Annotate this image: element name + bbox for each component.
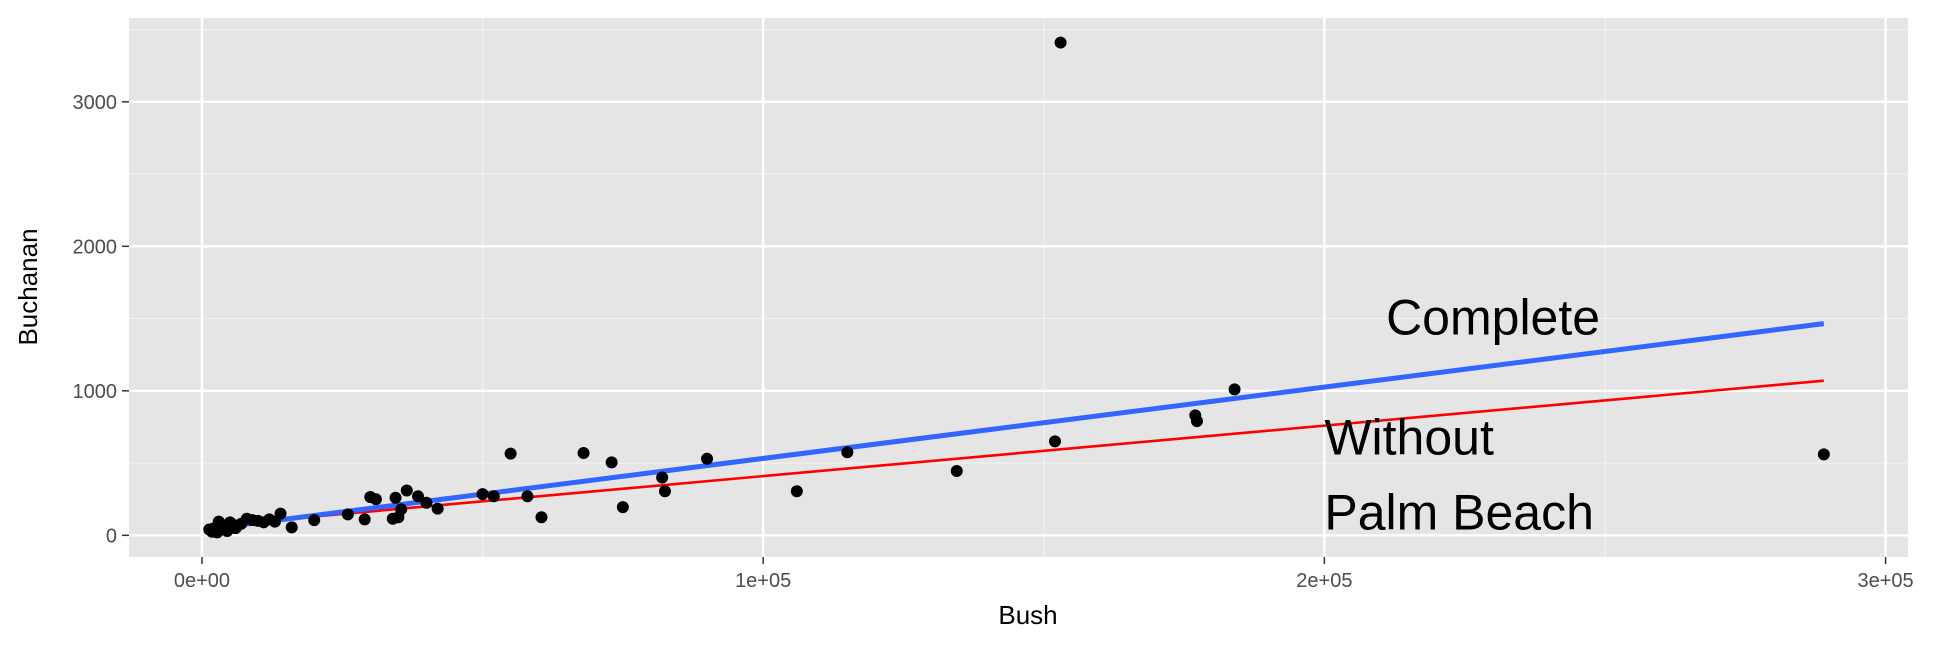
y-tick-label: 3000 [73, 92, 118, 114]
data-point [950, 465, 963, 478]
minor-gridlines [129, 18, 1908, 557]
data-point [420, 496, 433, 509]
data-point [395, 503, 408, 516]
x-tick-label: 2e+05 [1296, 570, 1352, 592]
annotation-label: Complete [1386, 289, 1600, 345]
data-point [400, 484, 413, 497]
data-point [358, 513, 371, 526]
data-point [577, 446, 590, 459]
y-tick-label: 1000 [73, 381, 118, 403]
data-point [1190, 415, 1203, 428]
data-point [521, 490, 534, 503]
data-point [389, 491, 402, 504]
annotation-label: Palm Beach [1324, 485, 1594, 541]
y-axis-title: Buchanan [13, 228, 43, 345]
data-points [203, 36, 1830, 539]
x-tick-label: 0e+00 [174, 570, 230, 592]
data-point [701, 452, 714, 465]
data-point [476, 488, 489, 501]
data-point [841, 446, 854, 459]
y-tick-label: 0 [106, 525, 117, 547]
data-point [1054, 36, 1067, 49]
x-tick-label: 3e+05 [1857, 570, 1913, 592]
data-point [790, 485, 803, 498]
data-point [341, 508, 354, 521]
y-axis: 0 1000 2000 3000 [73, 92, 129, 547]
data-point [535, 511, 548, 524]
annotations: Complete Without Palm Beach [1324, 289, 1600, 540]
x-axis-title: Bush [998, 600, 1057, 630]
data-point [1228, 383, 1241, 396]
data-point [369, 493, 382, 506]
x-tick-label: 1e+05 [735, 570, 791, 592]
y-tick-label: 2000 [73, 236, 118, 258]
data-point [605, 456, 618, 469]
data-point [412, 490, 425, 503]
data-point [274, 507, 287, 520]
data-point [658, 485, 671, 498]
data-point [616, 501, 629, 514]
major-gridlines [129, 18, 1908, 557]
data-point [1817, 448, 1830, 461]
annotation-label: Without [1324, 409, 1494, 465]
data-point [504, 447, 517, 460]
data-point [1048, 435, 1061, 448]
x-axis: 0e+00 1e+05 2e+05 3e+05 [174, 557, 1914, 592]
data-point [285, 521, 298, 534]
data-point [656, 471, 669, 484]
data-point [308, 514, 321, 527]
fit-line [209, 379, 1824, 528]
data-point [487, 490, 500, 503]
plot-panel [129, 18, 1908, 557]
data-point [431, 502, 444, 515]
